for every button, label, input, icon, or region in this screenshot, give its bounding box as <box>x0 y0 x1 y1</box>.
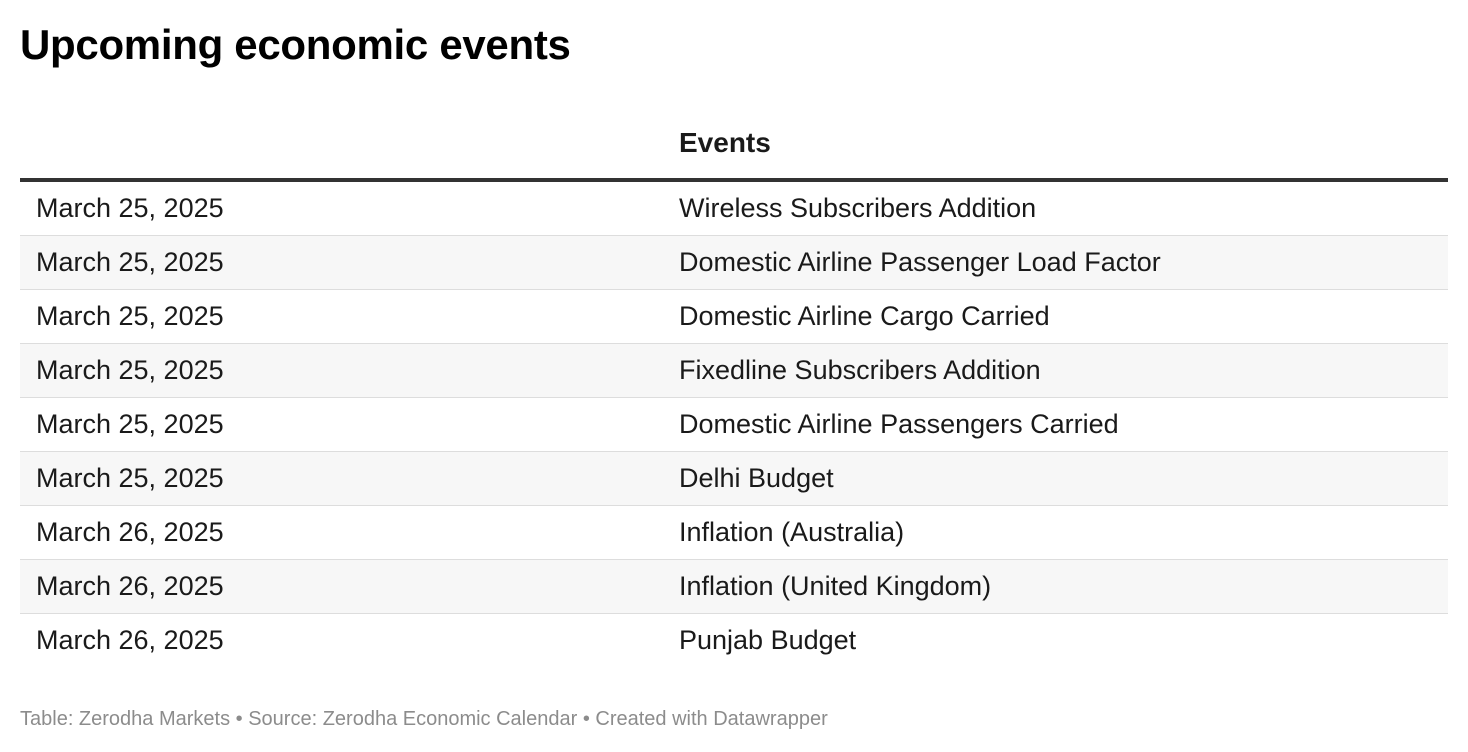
table-row: March 26, 2025 Punjab Budget <box>20 614 1448 668</box>
table-header-row: Events <box>20 108 1448 182</box>
table-row: March 26, 2025 Inflation (Australia) <box>20 505 1448 560</box>
row-date: March 25, 2025 <box>20 451 679 506</box>
table-row: March 25, 2025 Delhi Budget <box>20 451 1448 506</box>
row-date: March 25, 2025 <box>20 397 679 452</box>
row-event: Wireless Subscribers Addition <box>679 180 1448 236</box>
page-title: Upcoming economic events <box>20 21 571 68</box>
row-date: March 25, 2025 <box>20 235 679 290</box>
row-event: Domestic Airline Passenger Load Factor <box>679 235 1448 290</box>
row-event: Delhi Budget <box>679 451 1448 506</box>
row-event: Punjab Budget <box>679 625 857 655</box>
table-row: March 25, 2025 Domestic Airline Cargo Ca… <box>20 289 1448 344</box>
table-row: March 25, 2025 Domestic Airline Passenge… <box>20 235 1448 290</box>
table-row: March 26, 2025 Inflation (United Kingdom… <box>20 559 1448 614</box>
row-event: Inflation (United Kingdom) <box>679 559 1448 614</box>
row-date: March 25, 2025 <box>20 343 679 398</box>
table-row: March 25, 2025 Fixedline Subscribers Add… <box>20 343 1448 398</box>
row-date: March 25, 2025 <box>20 289 679 344</box>
table-row: March 25, 2025 Wireless Subscribers Addi… <box>20 180 1448 236</box>
row-date: March 26, 2025 <box>20 505 679 560</box>
column-header-events: Events <box>679 108 1448 182</box>
column-header-date <box>20 108 679 182</box>
row-event: Domestic Airline Cargo Carried <box>679 289 1448 344</box>
row-date: March 26, 2025 <box>20 559 679 614</box>
row-event: Inflation (Australia) <box>679 505 1448 560</box>
row-event: Fixedline Subscribers Addition <box>679 343 1448 398</box>
row-date: March 25, 2025 <box>20 180 679 236</box>
footer-credits: Table: Zerodha Markets • Source: Zerodha… <box>20 708 828 730</box>
events-table: Events March 25, 2025 Wireless Subscribe… <box>20 108 1448 667</box>
row-event: Domestic Airline Passengers Carried <box>679 397 1448 452</box>
table-row: March 25, 2025 Domestic Airline Passenge… <box>20 397 1448 452</box>
row-date: March 26, 2025 <box>36 625 224 655</box>
